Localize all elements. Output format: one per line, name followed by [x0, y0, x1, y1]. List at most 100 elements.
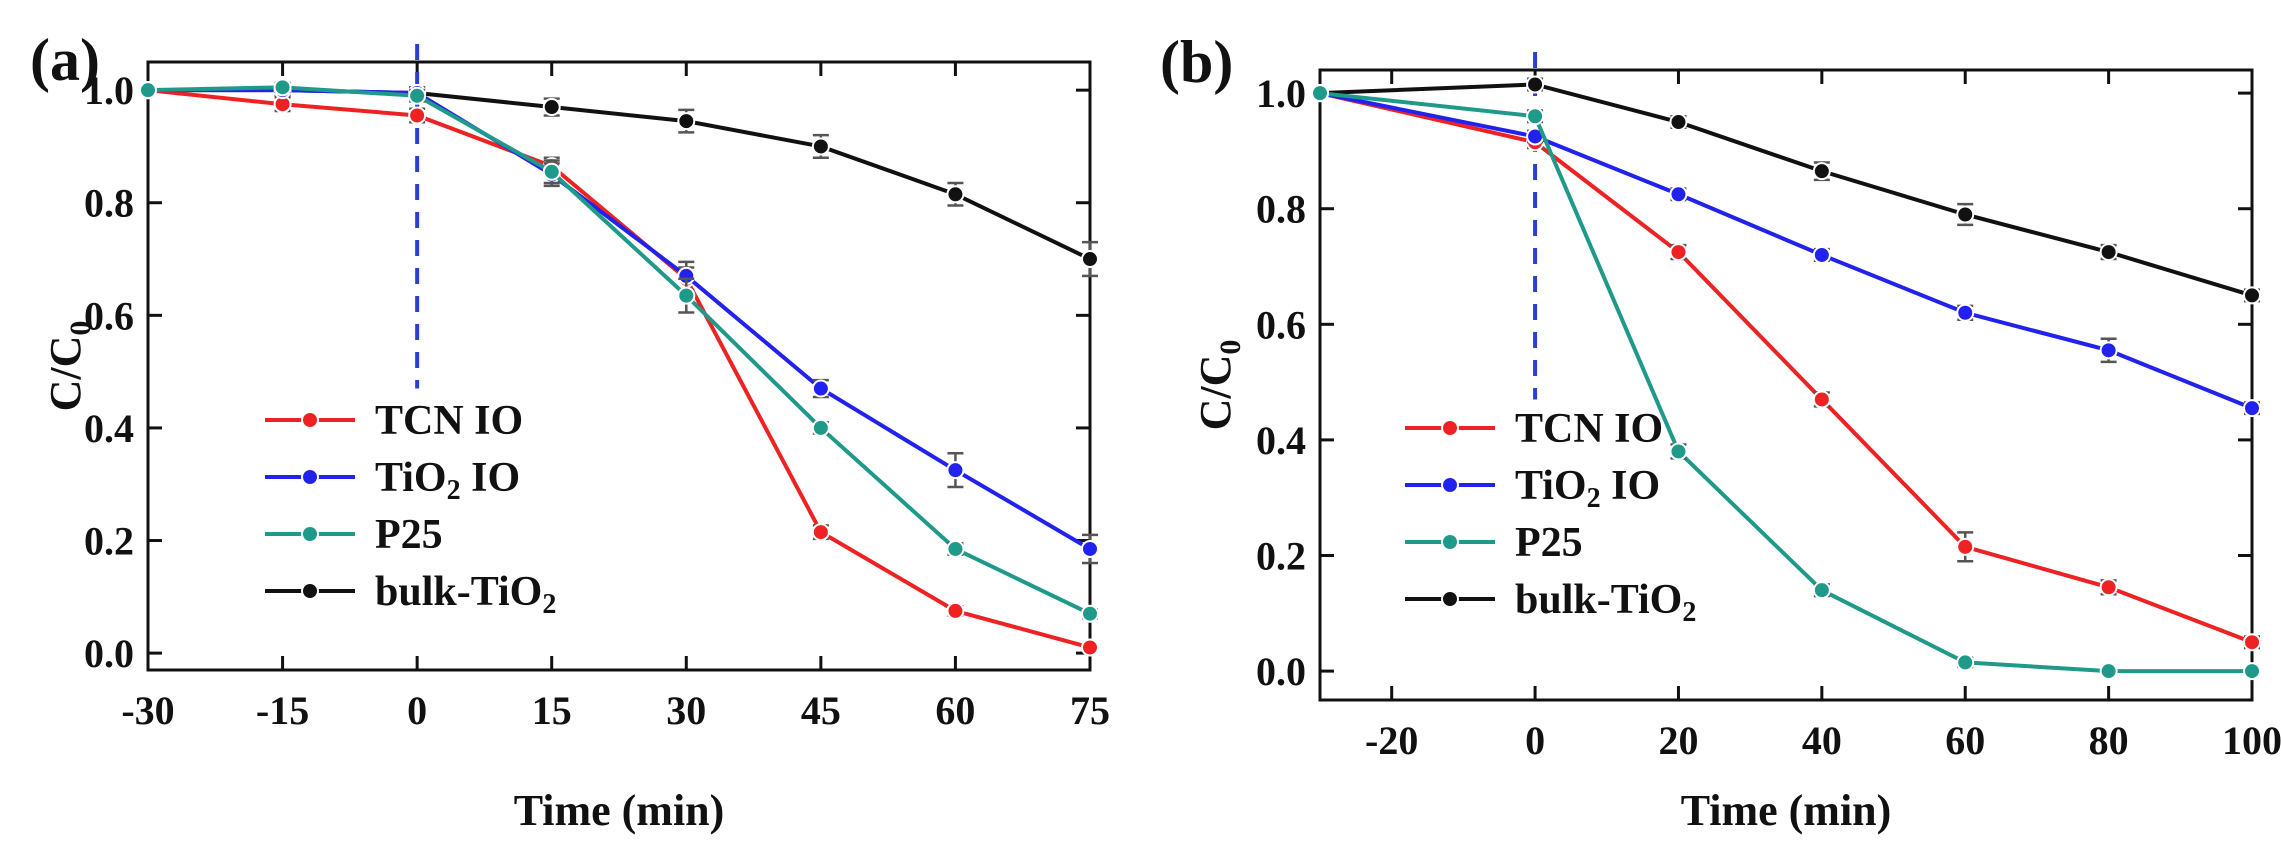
y-axis-title-subscript: 0	[64, 321, 97, 336]
y-axis-title-main: C/C	[41, 336, 90, 412]
panel-label: (b)	[1160, 29, 1233, 95]
series-line	[148, 88, 1092, 551]
data-point	[1081, 250, 1099, 269]
y-tick-label: 0.0	[84, 631, 134, 676]
data-point	[1812, 581, 1831, 600]
series-tcn-io	[1311, 84, 2261, 652]
series-p25	[1311, 84, 2261, 681]
legend-marker	[301, 411, 319, 429]
legend-label: TiO2 IO	[375, 455, 520, 506]
legend-label-text: TiO	[1515, 463, 1587, 509]
y-tick-label: 0.6	[84, 293, 134, 338]
legend-marker	[1441, 476, 1459, 494]
y-tick-label: 1.0	[1256, 71, 1306, 116]
series-line	[1319, 82, 2253, 298]
data-point	[273, 78, 292, 97]
data-point	[2243, 399, 2261, 418]
x-tick-label: 15	[532, 688, 572, 733]
data-point	[946, 539, 965, 558]
chart-panel-2: -20 0 20 40 60 80 1000.00.20.40.60.81.0(b)Time…	[1160, 29, 2281, 835]
x-tick-label: 60	[935, 688, 975, 733]
x-tick-label: 40	[1802, 718, 1842, 763]
data-point	[811, 418, 830, 437]
plot-frame	[146, 60, 1092, 672]
legend-marker	[301, 468, 319, 486]
legend-label: bulk-TiO2	[1515, 577, 1696, 628]
data-point	[1956, 205, 1975, 224]
x-tick-label: 45	[801, 688, 841, 733]
panel-label: (a)	[30, 27, 100, 93]
data-point	[2099, 578, 2118, 597]
data-point	[1526, 75, 1545, 94]
legend-marker	[1441, 533, 1459, 551]
data-point	[811, 379, 830, 398]
data-point	[2243, 662, 2261, 681]
data-point	[1669, 113, 1688, 132]
data-point	[1812, 390, 1831, 409]
y-tick-label: 0.6	[1256, 302, 1306, 347]
x-axis-title: Time (min)	[514, 786, 725, 835]
x-tick-label: -15	[256, 688, 309, 733]
y-tick-label: 0.8	[1256, 187, 1306, 232]
legend-label: TCN IO	[375, 398, 523, 444]
legend-label-text: TCN IO	[375, 398, 523, 444]
data-point	[677, 112, 696, 131]
y-tick-label: 0.4	[1256, 418, 1306, 463]
y-tick-label: 0.8	[84, 181, 134, 226]
data-point	[1081, 638, 1099, 657]
legend-label-text: P25	[375, 512, 443, 558]
series-tcn-io	[139, 81, 1099, 657]
x-tick-label: 100	[2222, 718, 2281, 763]
data-point	[1956, 303, 1975, 322]
x-tick-label: -30	[121, 688, 174, 733]
y-tick-label: 0.0	[1256, 649, 1306, 694]
legend-label-text: P25	[1515, 520, 1583, 566]
legend-label-subscript: 2	[542, 589, 556, 620]
data-point	[811, 137, 830, 156]
series-p25	[139, 78, 1099, 623]
data-point	[1311, 84, 1329, 103]
data-point	[2099, 662, 2118, 681]
y-axis-title-main: C/C	[1191, 355, 1240, 431]
data-point	[542, 162, 561, 181]
data-point	[1956, 653, 1975, 672]
legend-label: TiO2 IO	[1515, 463, 1660, 514]
x-tick-label: 75	[1070, 688, 1110, 733]
data-point	[1081, 604, 1099, 623]
legend: TCN IO TiO2 IO P25 bulk-TiO2	[265, 398, 556, 620]
legend-marker	[1441, 419, 1459, 437]
data-point	[1526, 107, 1545, 126]
data-point	[2099, 243, 2118, 262]
legend-label: TCN IO	[1515, 406, 1663, 452]
series-tio2-io	[139, 81, 1099, 565]
data-point	[1669, 243, 1688, 262]
series-tio2-io	[1311, 84, 2261, 418]
data-point	[811, 523, 830, 542]
data-point	[408, 106, 427, 125]
data-point	[1812, 162, 1831, 181]
data-point	[946, 601, 965, 620]
x-axis-title: Time (min)	[1681, 786, 1892, 835]
x-tick-label: 20	[1658, 718, 1698, 763]
data-point	[1669, 185, 1688, 204]
data-point	[542, 98, 561, 117]
legend-label-text-rest: IO	[461, 455, 521, 501]
data-point	[139, 81, 157, 100]
legend-label: P25	[375, 512, 443, 558]
legend-label-text: bulk-TiO	[375, 569, 542, 615]
y-tick-label: 0.2	[84, 519, 134, 564]
legend-label-text: bulk-TiO	[1515, 577, 1682, 623]
legend-label-text: TiO	[375, 455, 447, 501]
data-point	[946, 185, 965, 204]
y-axis-title-subscript: 0	[1214, 340, 1247, 355]
legend-label-subscript: 2	[1587, 483, 1601, 514]
legend-marker	[1441, 590, 1459, 608]
series-line	[147, 88, 1091, 650]
legend-label: P25	[1515, 520, 1583, 566]
x-tick-label: -20	[1365, 718, 1418, 763]
legend-label-text: TCN IO	[1515, 406, 1663, 452]
data-point	[2243, 286, 2261, 305]
data-point	[2099, 341, 2118, 360]
x-tick-label: 0	[407, 688, 427, 733]
